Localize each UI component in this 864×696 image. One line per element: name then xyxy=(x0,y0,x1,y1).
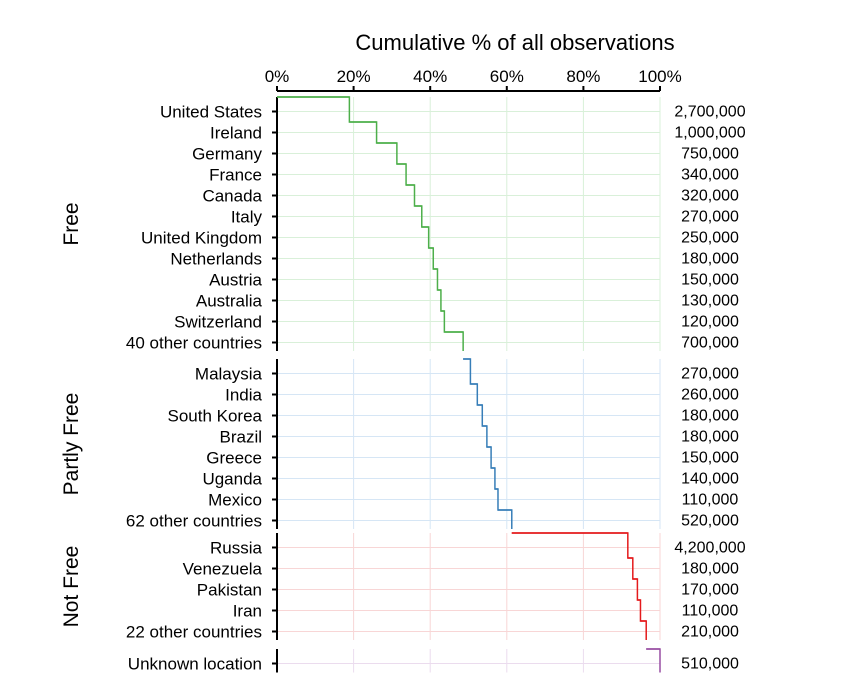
category-label: Greece xyxy=(206,449,262,468)
category-label: Mexico xyxy=(208,491,262,510)
category-label: South Korea xyxy=(167,407,262,426)
group-panel: Malaysia 270,000 India 260,000 South Korea 18… xyxy=(60,358,739,531)
category-label: Switzerland xyxy=(174,313,262,332)
value-label: 170,000 xyxy=(681,582,739,599)
x-axis: 0% 20% 40% 60% 80% 100% xyxy=(265,67,682,92)
value-label: 130,000 xyxy=(681,293,739,310)
category-label: Brazil xyxy=(219,428,262,447)
value-label: 110,000 xyxy=(682,603,739,620)
step-path xyxy=(277,96,464,351)
value-label: 520,000 xyxy=(681,513,739,530)
category-label: Unknown location xyxy=(128,655,262,674)
category-label: Austria xyxy=(209,271,262,290)
x-tick-label: 100% xyxy=(638,67,681,86)
value-label: 180,000 xyxy=(681,251,739,268)
value-label: 270,000 xyxy=(681,209,739,226)
x-tick-label: 20% xyxy=(337,67,371,86)
chart-panels: United States 2,700,000 Ireland 1,000,000 Ge… xyxy=(60,96,746,674)
series-step-line xyxy=(511,532,647,640)
value-label: 4,200,000 xyxy=(674,540,745,557)
value-label: 150,000 xyxy=(681,272,739,289)
category-label: France xyxy=(209,166,262,185)
series-step-line xyxy=(646,648,661,673)
value-label: 340,000 xyxy=(681,167,739,184)
group-label: Partly Free xyxy=(60,393,83,496)
category-label: Germany xyxy=(192,145,262,164)
category-label: Pakistan xyxy=(197,581,262,600)
group-label: Free xyxy=(60,202,83,245)
category-label: 62 other countries xyxy=(126,512,262,531)
series-step-line xyxy=(277,96,464,351)
category-label: United States xyxy=(160,103,262,122)
group-panel: United States 2,700,000 Ireland 1,000,000 Ge… xyxy=(60,96,746,353)
category-label: Malaysia xyxy=(195,365,263,384)
value-label: 320,000 xyxy=(681,188,739,205)
x-tick-label: 0% xyxy=(265,67,290,86)
group-label: Not Free xyxy=(60,546,83,628)
category-label: Russia xyxy=(210,539,263,558)
step-path xyxy=(646,648,661,673)
category-label: 22 other countries xyxy=(126,623,262,642)
category-label: India xyxy=(225,386,262,405)
value-label: 2,700,000 xyxy=(674,104,745,121)
step-path xyxy=(511,532,647,640)
value-label: 250,000 xyxy=(681,230,739,247)
group-panel: Unknown location 510,000 xyxy=(128,648,739,674)
category-label: Venezuela xyxy=(183,560,263,579)
category-label: Netherlands xyxy=(170,250,262,269)
x-tick-label: 80% xyxy=(566,67,600,86)
series-step-line xyxy=(463,358,513,529)
value-label: 140,000 xyxy=(681,471,739,488)
category-label: Italy xyxy=(231,208,263,227)
category-label: Australia xyxy=(196,292,263,311)
value-label: 180,000 xyxy=(681,429,739,446)
category-label: Ireland xyxy=(210,124,262,143)
category-label: United Kingdom xyxy=(141,229,262,248)
category-label: Uganda xyxy=(202,470,262,489)
x-tick-label: 60% xyxy=(490,67,524,86)
value-label: 150,000 xyxy=(681,450,739,467)
x-tick-label: 40% xyxy=(413,67,447,86)
value-label: 260,000 xyxy=(681,387,739,404)
value-label: 180,000 xyxy=(681,561,739,578)
category-label: Iran xyxy=(233,602,262,621)
group-panel: Russia 4,200,000 Venezuela 180,000 Pakistan 1… xyxy=(60,532,746,642)
value-label: 110,000 xyxy=(682,492,739,509)
category-label: 40 other countries xyxy=(126,334,262,353)
value-label: 700,000 xyxy=(681,335,739,352)
category-label: Canada xyxy=(202,187,262,206)
value-label: 270,000 xyxy=(681,366,739,383)
value-label: 120,000 xyxy=(681,314,739,331)
value-label: 180,000 xyxy=(681,408,739,425)
value-label: 750,000 xyxy=(681,146,739,163)
chart-title: Cumulative % of all observations xyxy=(355,30,674,55)
value-label: 210,000 xyxy=(681,624,739,641)
value-label: 1,000,000 xyxy=(674,125,745,142)
value-label: 510,000 xyxy=(681,656,739,673)
